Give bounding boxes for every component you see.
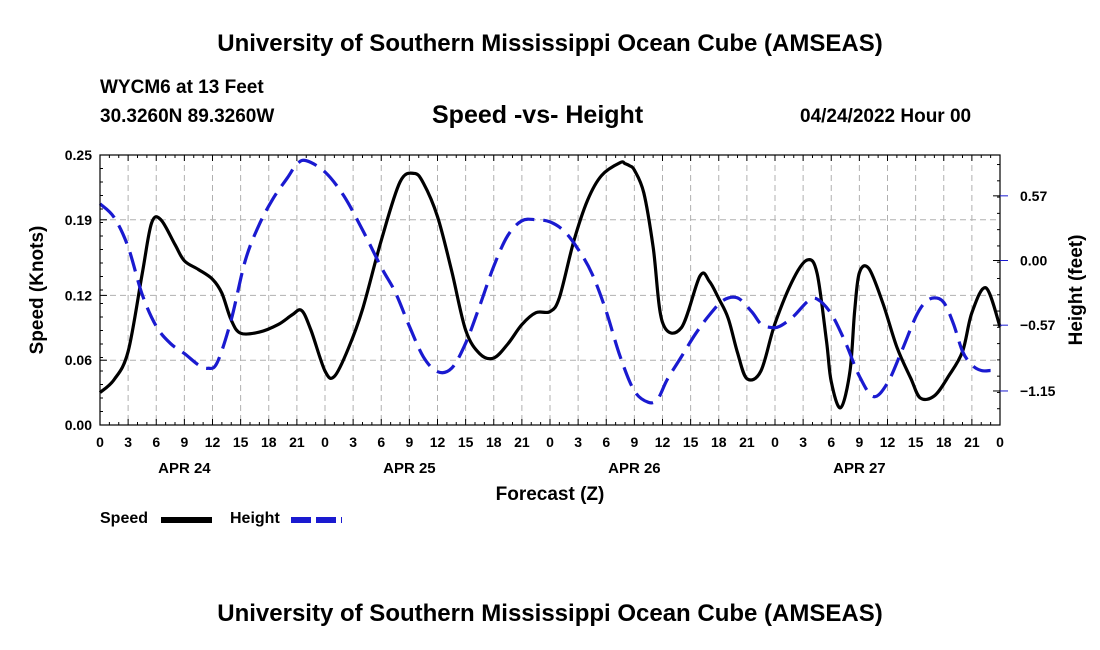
legend-speed-label: Speed xyxy=(100,510,149,527)
x-tick-label: 6 xyxy=(602,434,610,450)
x-axis-title: Forecast (Z) xyxy=(496,484,605,505)
legend-height-swatch xyxy=(291,517,342,523)
x-tick-label: 15 xyxy=(233,434,249,450)
legend-height-label: Height xyxy=(230,510,280,527)
x-tick-label: 0 xyxy=(996,434,1004,450)
x-tick-label: 0 xyxy=(96,434,104,450)
x-tick-label: 0 xyxy=(546,434,554,450)
y-right-tick-label: 0.57 xyxy=(1020,188,1047,204)
x-tick-label: 0 xyxy=(321,434,329,450)
y-left-tick-label: 0.06 xyxy=(65,352,92,368)
x-tick-label: 6 xyxy=(377,434,385,450)
x-tick-label: 21 xyxy=(739,434,755,450)
x-day-label: APR 24 xyxy=(158,460,211,477)
y-axis-left-title: Speed (Knots) xyxy=(27,226,48,355)
x-tick-label: 9 xyxy=(180,434,188,450)
x-tick-label: 21 xyxy=(964,434,980,450)
y-left-tick-label: 0.00 xyxy=(65,417,92,433)
chart-title: Speed -vs- Height xyxy=(432,101,644,129)
y-right-tick-label: 0.00 xyxy=(1020,253,1047,269)
series-group xyxy=(98,158,1002,410)
x-day-label: APR 25 xyxy=(383,460,436,477)
x-tick-label: 21 xyxy=(289,434,305,450)
axes: 0 3 6 9 12 15 18 21 0 3 6 9 12 15 18 21 0 3 6 9 12 15 18 21 0 3 6 9… xyxy=(65,147,1056,477)
x-tick-label: 3 xyxy=(349,434,357,450)
y-left-tick-label: 0.25 xyxy=(65,147,92,163)
x-tick-label: 18 xyxy=(711,434,727,450)
x-tick-label: 3 xyxy=(799,434,807,450)
station-label: WYCM6 at 13 Feet xyxy=(100,77,264,98)
height-series-line xyxy=(98,158,991,405)
x-day-label: APR 27 xyxy=(833,460,886,477)
legend-speed-swatch xyxy=(161,517,212,523)
y-right-tick-label: −1.15 xyxy=(1020,383,1056,399)
x-tick-label: 18 xyxy=(936,434,952,450)
x-tick-label: 9 xyxy=(855,434,863,450)
x-tick-label: 6 xyxy=(152,434,160,450)
x-tick-label: 6 xyxy=(827,434,835,450)
x-tick-label: 15 xyxy=(458,434,474,450)
footer-title: University of Southern Mississippi Ocean… xyxy=(217,600,883,627)
x-tick-label: 15 xyxy=(683,434,699,450)
x-day-label: APR 26 xyxy=(608,460,661,477)
y-right-tick-label: −0.57 xyxy=(1020,317,1056,333)
station-coords: 30.3260N 89.3260W xyxy=(100,106,275,127)
forecast-date: 04/24/2022 Hour 00 xyxy=(800,106,972,127)
x-tick-label: 12 xyxy=(430,434,446,450)
x-tick-label: 0 xyxy=(771,434,779,450)
x-tick-label: 18 xyxy=(261,434,277,450)
grid xyxy=(100,155,1000,425)
x-tick-label: 12 xyxy=(205,434,221,450)
x-tick-label: 12 xyxy=(880,434,896,450)
speed-series-line xyxy=(98,160,1002,410)
y-left-tick-label: 0.19 xyxy=(65,212,92,228)
x-tick-label: 3 xyxy=(124,434,132,450)
y-left-tick-label: 0.12 xyxy=(65,287,92,303)
x-tick-label: 18 xyxy=(486,434,502,450)
x-tick-label: 21 xyxy=(514,434,530,450)
page-title: University of Southern Mississippi Ocean… xyxy=(217,30,883,57)
x-tick-label: 3 xyxy=(574,434,582,450)
x-tick-label: 12 xyxy=(655,434,671,450)
y-axis-right-title: Height (feet) xyxy=(1066,235,1087,346)
x-tick-label: 9 xyxy=(405,434,413,450)
x-tick-label: 9 xyxy=(630,434,638,450)
x-tick-label: 15 xyxy=(908,434,924,450)
